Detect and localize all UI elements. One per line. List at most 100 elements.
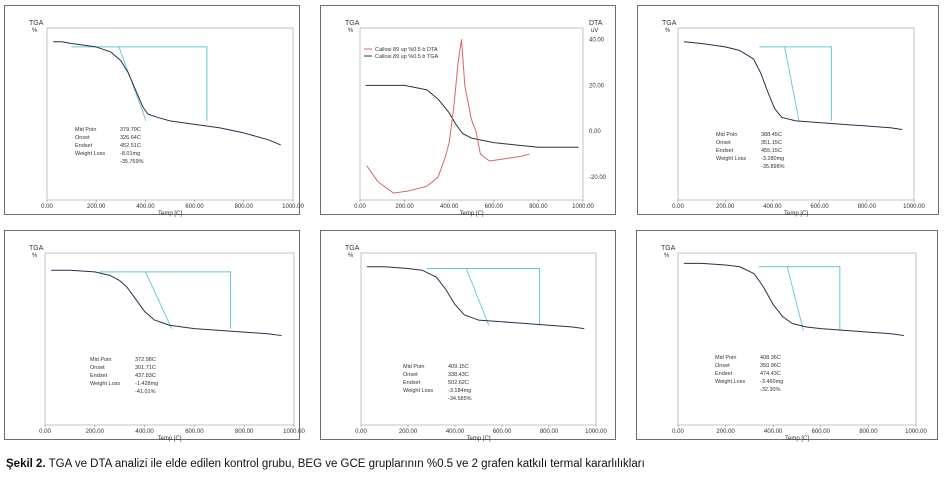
y-axis-unit: %: [32, 253, 38, 259]
annotation-value: 452.51C: [120, 143, 141, 149]
y-right-axis-unit: uV: [591, 28, 598, 34]
annotation-value: 338.43C: [448, 372, 469, 378]
chart-svg: TGA% 0.00 200.00 400.00 600.00 800.00 1000.00 T…: [345, 245, 608, 442]
x-tick-label: 600.00: [185, 429, 204, 435]
annotation-value: 351.15C: [761, 140, 782, 146]
plot-frame: [677, 252, 917, 426]
annotation-value: 388.45C: [761, 132, 782, 138]
y-right-axis-title: DTA: [589, 20, 603, 27]
annotation-label: Mid Poin: [90, 357, 111, 363]
annotation-label: Weight Loss: [716, 156, 746, 162]
x-tick-label: 200.00: [87, 204, 106, 210]
y-right-tick-label: 20.00: [589, 83, 605, 89]
x-tick-label: 0.00: [672, 429, 684, 435]
annotation-label: Endset: [90, 373, 108, 379]
figure-caption-label: Şekil 2.: [6, 458, 46, 470]
y-axis-unit: %: [348, 28, 354, 34]
x-tick-label: 1000.00: [903, 204, 925, 210]
annotation-label: Onset: [90, 365, 105, 371]
annotation-value: -35.769%: [120, 159, 144, 165]
annotation-label: Endset: [403, 380, 421, 386]
reference-box: [426, 267, 541, 326]
tangent-line: [786, 266, 804, 331]
x-tick-label: 800.00: [235, 204, 254, 210]
y-axis-title: TGA: [662, 20, 677, 27]
y-right-tick-label: 0.00: [589, 129, 601, 135]
x-tick-label: 400.00: [446, 429, 465, 435]
x-tick-label: 800.00: [540, 429, 559, 435]
y-axis-title: TGA: [345, 20, 360, 27]
annotation-value: 350.96C: [760, 363, 781, 369]
annotation-value: 502.62C: [448, 380, 469, 386]
annotation-value: 437.83C: [135, 373, 156, 379]
x-tick-label: 1000.00: [282, 204, 304, 210]
reference-box: [99, 271, 232, 329]
x-tick-label: 200.00: [716, 429, 735, 435]
annotation-label: Mid Poin: [715, 355, 736, 361]
x-tick-label: 1000.00: [572, 204, 594, 210]
chart-svg: TGA% 0.00 200.00 400.00 600.00 800.00 1000.00 T…: [661, 245, 928, 442]
x-tick-label: 400.00: [764, 429, 783, 435]
y-axis-title: TGA: [29, 245, 44, 252]
series-line-2: [366, 38, 530, 194]
plot-frame: [359, 27, 584, 201]
annotation-value: 409.15C: [448, 364, 469, 370]
x-tick-label: 800.00: [529, 204, 548, 210]
x-axis-title: Temp [C]: [784, 211, 808, 217]
plot-frame: [44, 252, 295, 426]
plot-frame: [46, 27, 294, 201]
series-line-1: [51, 269, 282, 337]
annotation-value: 474.43C: [760, 371, 781, 377]
figure-caption-text: TGA ve DTA analizi ile elde edilen kontr…: [48, 458, 645, 470]
x-tick-label: 200.00: [716, 204, 735, 210]
annotation-label: Endset: [75, 143, 93, 149]
x-tick-label: 0.00: [41, 204, 53, 210]
x-tick-label: 200.00: [86, 429, 105, 435]
annotation-value: 408.36C: [760, 355, 781, 361]
x-tick-label: 600.00: [185, 204, 204, 210]
annotation-value: 372.98C: [135, 357, 156, 363]
x-tick-label: 200.00: [395, 204, 414, 210]
annotation-value: -3.280mg: [761, 156, 784, 162]
annotation-label: Weight Loss: [403, 388, 433, 394]
x-tick-label: 600.00: [493, 429, 512, 435]
series-line-1: [683, 262, 905, 337]
annotation-value: -41.01%: [135, 389, 156, 395]
x-tick-label: 800.00: [859, 429, 878, 435]
x-tick-label: 1000.00: [905, 429, 927, 435]
x-axis-title: Temp [C]: [459, 211, 483, 217]
x-tick-label: 400.00: [763, 204, 782, 210]
annotation-label: Weight Loss: [715, 379, 745, 385]
chart-svg: TGA% 0.00 200.00 400.00 600.00 800.00 1000.00 T…: [662, 20, 926, 217]
annotation-label: Onset: [716, 140, 731, 146]
reference-box: [71, 46, 208, 121]
annotation-label: Endset: [715, 371, 733, 377]
x-tick-label: 0.00: [355, 429, 367, 435]
annotation-label: Mid Poin: [75, 127, 96, 133]
x-axis-title: Temp [C]: [158, 211, 182, 217]
legend-label: Callosi 89 up %0.5 b TGA: [375, 54, 439, 60]
y-axis-unit: %: [348, 253, 354, 259]
annotation-value: 379.70C: [120, 127, 141, 133]
chart-svg: TGA% 0.00 200.00 400.00 600.00 800.00 1000.00 T…: [29, 20, 305, 217]
y-axis-unit: %: [664, 253, 670, 259]
x-axis-title: Temp [C]: [157, 436, 181, 442]
annotation-label: Onset: [403, 372, 418, 378]
reference-box: [758, 266, 841, 331]
annotation-label: Weight Loss: [90, 381, 120, 387]
tangent-line: [145, 271, 173, 329]
series-line-1: [365, 84, 579, 148]
x-tick-label: 600.00: [812, 429, 831, 435]
annotation-label: Weight Loss: [75, 151, 105, 157]
annotation-value: 326.64C: [120, 135, 141, 141]
y-right-tick-label: 40.00: [589, 37, 605, 43]
annotation-label: Onset: [75, 135, 90, 141]
x-tick-label: 0.00: [354, 204, 366, 210]
x-tick-label: 600.00: [485, 204, 504, 210]
series-line-1: [683, 41, 903, 130]
annotation-value: -3.460mg: [760, 379, 783, 385]
series-line-1: [366, 266, 585, 330]
legend-label: Callosi 89 up %0.5 b DTA: [375, 47, 438, 53]
series-line-1: [53, 41, 281, 146]
y-axis-unit: %: [665, 28, 671, 34]
